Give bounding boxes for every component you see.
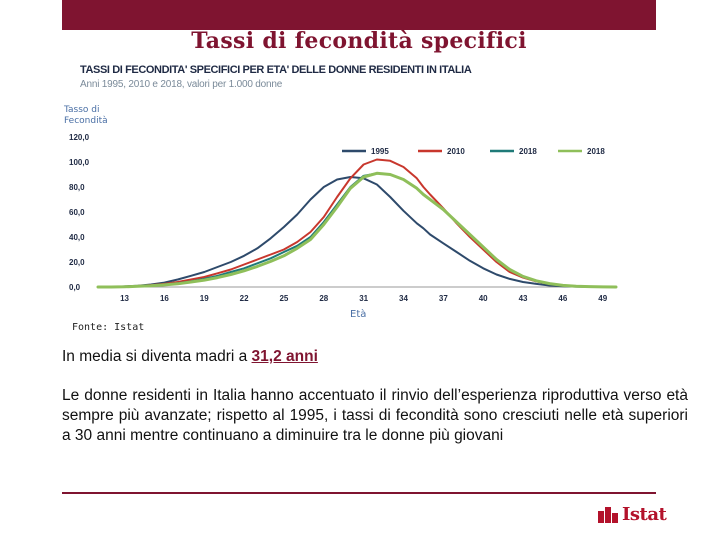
y-tick-label: 40,0 [69,233,85,242]
y-tick-label: 20,0 [69,258,85,267]
headline-text: In media si diventa madri a [62,348,252,365]
page-title: Tassi di fecondità specifici [191,28,527,54]
header-bar [62,0,656,30]
series-line-3 [96,171,618,289]
x-tick-label: 34 [399,294,408,303]
x-axis-title: Età [350,309,367,320]
series-line-0 [97,176,617,288]
istat-logo-icon [598,505,618,523]
headline-highlight: 31,2 anni [251,348,318,365]
y-tick-label: 80,0 [69,183,85,192]
chart-title: TASSI DI FECONDITA' SPECIFICI PER ETA' D… [80,64,472,76]
x-tick-label: 19 [200,294,209,303]
legend-label-1: 2010 [447,147,465,156]
x-tick-label: 13 [120,294,129,303]
legend-label-3: 2018 [587,147,605,156]
istat-logo-text: Istat [622,503,667,525]
legend-label-2: 2018 [519,147,537,156]
x-tick-label: 31 [359,294,368,303]
x-tick-label: 25 [279,294,288,303]
footer-divider [62,492,656,494]
x-tick-label: 43 [519,294,528,303]
y-tick-label: 100,0 [69,158,90,167]
y-tick-label: 120,0 [69,133,90,142]
legend-label-0: 1995 [371,147,389,156]
chart-source: Fonte: Istat [72,322,145,333]
y-tick-label: 0,0 [69,283,81,292]
x-tick-label: 37 [439,294,448,303]
headline: In media si diventa madri a 31,2 anni [62,348,318,366]
x-tick-label: 46 [558,294,567,303]
istat-logo: Istat [598,503,667,525]
x-tick-label: 16 [160,294,169,303]
y-tick-label: 60,0 [69,208,85,217]
x-tick-label: 40 [479,294,488,303]
y-axis-title: Tasso di Fecondità [64,105,108,126]
series-line-2 [97,172,617,288]
x-tick-label: 22 [240,294,249,303]
x-tick-label: 49 [598,294,607,303]
x-tick-label: 28 [319,294,328,303]
chart-subtitle: Anni 1995, 2010 e 2018, valori per 1.000… [80,79,283,90]
fertility-line-chart: 0,0 20,0 40,0 60,0 80,0 100,0 120,0 13 16 19 22 25 2… [69,133,618,303]
body-paragraph: Le donne residenti in Italia hanno accen… [62,387,688,444]
